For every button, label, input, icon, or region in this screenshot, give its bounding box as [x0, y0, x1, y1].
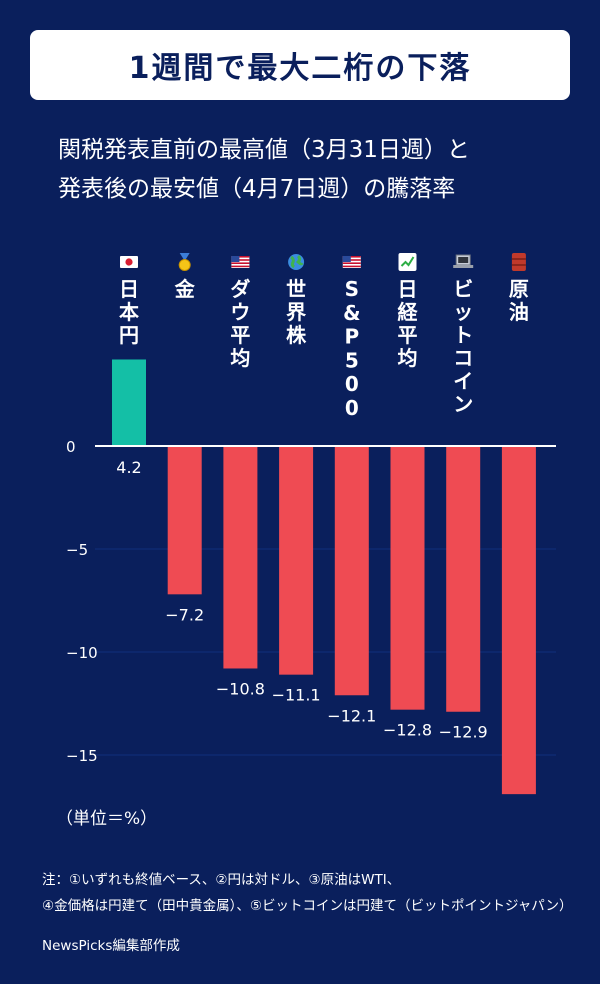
- data-label: −7.2: [165, 605, 204, 624]
- category-label-char: ダ: [230, 277, 250, 301]
- category-label-char: 円: [119, 323, 139, 347]
- category-label-char: ッ: [453, 300, 473, 324]
- globe-icon: [288, 254, 305, 270]
- chart-subtitle-line2: 発表後の最安値（4月7日週）の騰落率: [58, 176, 456, 202]
- category-label-char: 界: [286, 300, 306, 324]
- bar-1: [167, 446, 202, 595]
- japan-flag-icon: [120, 256, 138, 268]
- gold-medal-icon: [178, 253, 191, 271]
- category-label-char: 原: [509, 277, 529, 301]
- note-line2: ④金価格は円建て（田中貴金属）、⑤ビットコインは円建て（ビットポイントジャパン）: [42, 898, 573, 914]
- data-label: −11.1: [272, 686, 321, 705]
- category-label-char: 平: [230, 323, 250, 347]
- category-label-char: P: [344, 325, 359, 349]
- category-label-char: 平: [398, 323, 418, 347]
- note-line1: 注：①いずれも終値ベース、②円は対ドル、③原油はWTI、: [42, 872, 401, 888]
- category-label-char: 0: [345, 372, 359, 396]
- category-label-char: ト: [453, 323, 473, 347]
- category-label-char: ビ: [453, 277, 473, 301]
- chart-subtitle-line1: 関税発表直前の最高値（3月31日週）と: [58, 137, 470, 163]
- data-label: −10.8: [216, 679, 265, 698]
- category-label-char: 株: [286, 323, 307, 347]
- oil-drum-icon: [511, 253, 526, 271]
- y-tick-label: −5: [66, 541, 88, 559]
- category-label-char: 0: [345, 396, 359, 420]
- category-label-char: 日: [119, 277, 139, 301]
- chart-increasing-icon: [398, 253, 417, 271]
- category-label-char: ウ: [230, 300, 250, 324]
- bar-3: [279, 446, 314, 675]
- category-label-char: 金: [174, 277, 196, 301]
- category-label-char: 日: [398, 277, 418, 301]
- data-label: 4.2: [116, 458, 141, 477]
- category-label-char: 経: [398, 300, 419, 324]
- category-label-char: ン: [453, 392, 473, 416]
- bar-7: [501, 446, 536, 795]
- unit-label: （単位＝%）: [56, 809, 158, 829]
- title-box: 1週間で最大二桁の下落: [30, 30, 570, 100]
- category-label-char: イ: [453, 369, 473, 393]
- laptop-icon: [453, 254, 474, 268]
- credit: NewsPicks編集部作成: [42, 938, 180, 954]
- data-label: −12.8: [383, 721, 432, 740]
- page-title: 1週間で最大二桁の下落: [128, 51, 472, 86]
- bar-5: [390, 446, 425, 710]
- y-tick-label: −10: [66, 644, 98, 662]
- category-label-char: 世: [286, 277, 306, 301]
- us-flag-icon: [231, 256, 250, 268]
- bar-chart: 0−5−10−154.2日本円−7.2金−10.8ダウ平均−11.1世界株−12…: [66, 253, 556, 795]
- y-tick-label: −15: [66, 747, 98, 765]
- category-label-char: &: [343, 301, 360, 325]
- category-label-char: 5: [345, 348, 359, 372]
- category-label-char: 均: [398, 346, 418, 370]
- category-label-char: S: [345, 277, 359, 301]
- category-label-char: 本: [119, 300, 139, 324]
- category-label-char: コ: [453, 346, 473, 370]
- bar-2: [223, 446, 258, 669]
- category-label-char: 油: [509, 300, 529, 324]
- us-flag-icon: [342, 256, 361, 268]
- data-label: −12.1: [327, 706, 376, 725]
- category-label-char: 均: [230, 346, 250, 370]
- y-tick-label: 0: [66, 438, 76, 456]
- bar-0: [112, 359, 146, 446]
- data-label: −12.9: [439, 723, 488, 742]
- bar-6: [446, 446, 481, 712]
- bar-4: [334, 446, 369, 696]
